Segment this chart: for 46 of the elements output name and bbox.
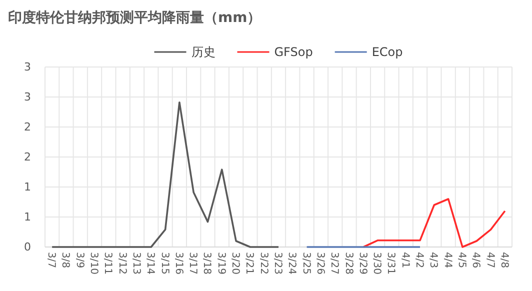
x-tick-label: 4/5: [456, 252, 467, 268]
x-tick-label: 4/8: [498, 252, 510, 268]
legend-label: 历史: [191, 45, 216, 60]
x-tick-label: 3/26: [314, 252, 326, 274]
x-tick-label: 4/3: [428, 252, 439, 268]
y-tick-label: 3: [24, 60, 31, 74]
y-tick-label: 1: [24, 210, 31, 224]
x-tick-label: 3/13: [130, 252, 142, 274]
x-tick-label: 4/7: [484, 252, 496, 268]
y-tick-label: 1: [24, 180, 31, 194]
x-tick-label: 3/23: [272, 252, 283, 274]
x-tick-label: 3/24: [286, 252, 298, 274]
y-tick-label: 0: [24, 240, 31, 254]
y-tick-label: 3: [24, 90, 31, 104]
x-tick-label: 3/25: [300, 252, 312, 274]
line-series: [51, 102, 280, 248]
x-tick-label: 3/12: [116, 252, 128, 274]
x-tick-label: 3/31: [385, 252, 396, 274]
y-tick-label: 2: [24, 150, 31, 164]
x-tick-label: 3/8: [60, 252, 71, 268]
x-tick-label: 3/18: [201, 252, 212, 274]
x-tick-label: 3/10: [88, 252, 100, 274]
x-tick-label: 3/20: [230, 252, 241, 274]
x-tick-label: 4/1: [399, 252, 410, 268]
x-tick-label: 3/9: [74, 252, 85, 268]
chart-title: 印度特伦甘纳邦预测平均降雨量（mm）: [8, 9, 262, 26]
x-tick-label: 4/4: [442, 252, 453, 268]
x-tick-label: 3/30: [371, 252, 382, 274]
x-tick-label: 3/29: [356, 252, 368, 274]
x-tick-label: 3/17: [187, 252, 198, 274]
x-tick-label: 3/15: [158, 252, 170, 274]
legend-label: GFSop: [274, 45, 313, 60]
x-tick-label: 3/14: [144, 252, 156, 274]
y-tick-label: 2: [24, 120, 31, 134]
x-tick-label: 3/22: [258, 252, 269, 274]
x-tick-label: 4/6: [470, 252, 482, 268]
line-series: [362, 198, 506, 248]
x-tick-label: 3/7: [46, 252, 57, 268]
x-tick-label: 3/27: [328, 252, 340, 274]
x-tick-label: 3/11: [102, 252, 114, 274]
x-tick-label: 3/16: [172, 252, 184, 274]
legend-label: ECop: [372, 45, 403, 60]
x-tick-label: 4/2: [414, 252, 425, 268]
x-tick-label: 3/19: [215, 252, 226, 274]
x-tick-label: 3/28: [342, 252, 354, 274]
x-tick-label: 3/21: [244, 252, 255, 274]
